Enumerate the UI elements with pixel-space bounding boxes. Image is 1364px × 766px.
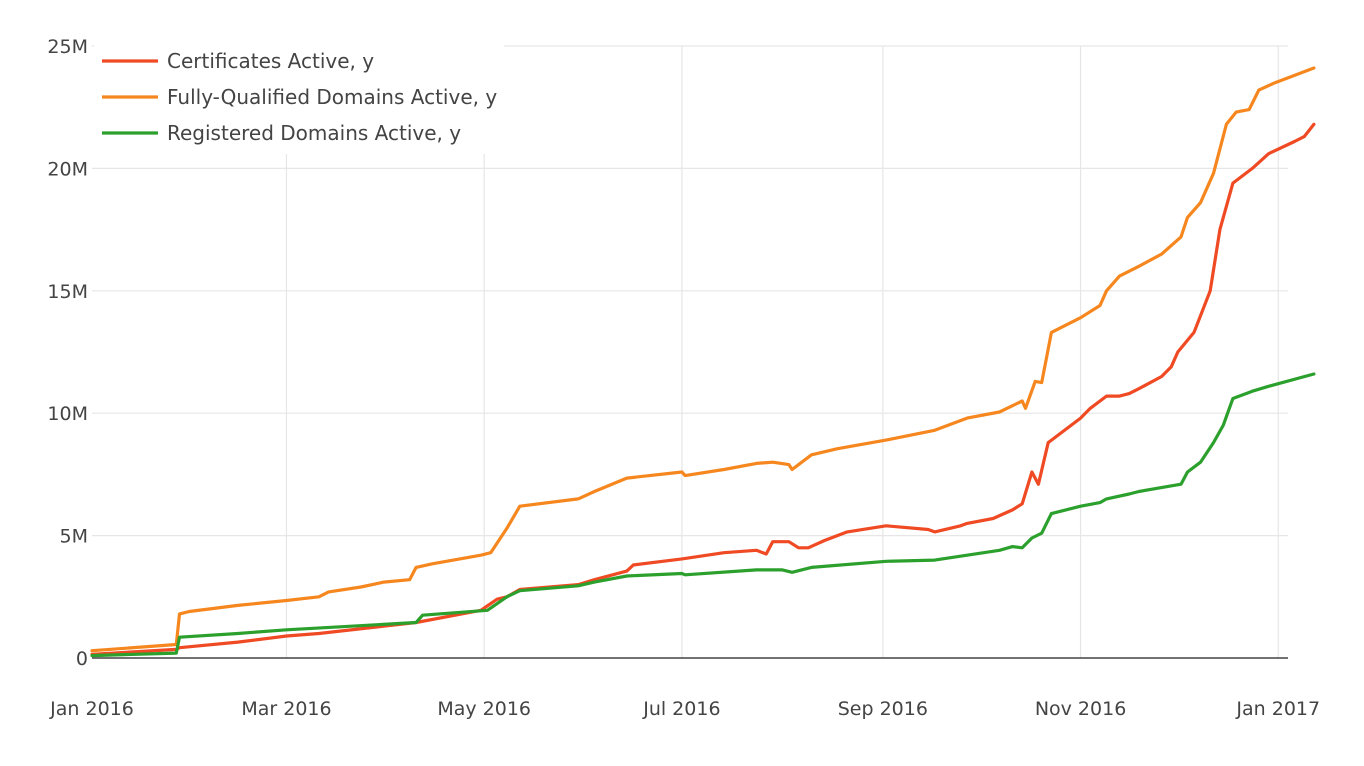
y-tick-label: 25M [47, 36, 88, 58]
legend-label: Certificates Active, y [167, 49, 374, 73]
y-tick-label: 10M [47, 403, 88, 425]
legend-background [94, 42, 504, 154]
x-tick-label: May 2016 [437, 698, 531, 720]
x-tick-label: Sep 2016 [838, 698, 928, 720]
y-tick-label: 20M [47, 158, 88, 180]
legend-label: Registered Domains Active, y [167, 121, 461, 145]
y-tick-label: 15M [47, 281, 88, 303]
y-axis-ticks: 0 5M 10M 15M 20M 25M [47, 36, 88, 670]
series-line-3 [90, 372, 1316, 658]
x-tick-label: Nov 2016 [1035, 698, 1126, 720]
x-tick-label: Mar 2016 [241, 698, 331, 720]
legend-label: Fully-Qualified Domains Active, y [167, 85, 497, 109]
series-line-1 [90, 122, 1316, 656]
x-tick-label: Jan 2017 [1235, 698, 1320, 720]
legend: Certificates Active, y Fully-Qualified Do… [94, 42, 504, 154]
y-tick-label: 5M [60, 526, 88, 548]
series-lines [90, 66, 1316, 658]
x-tick-label: Jan 2016 [49, 698, 134, 720]
y-tick-label: 0 [76, 648, 88, 670]
x-tick-label: Jul 2016 [642, 698, 720, 720]
series-line-2 [90, 66, 1316, 653]
x-axis-ticks: Jan 2016 Mar 2016 May 2016 Jul 2016 Sep 2016… [49, 698, 1320, 720]
